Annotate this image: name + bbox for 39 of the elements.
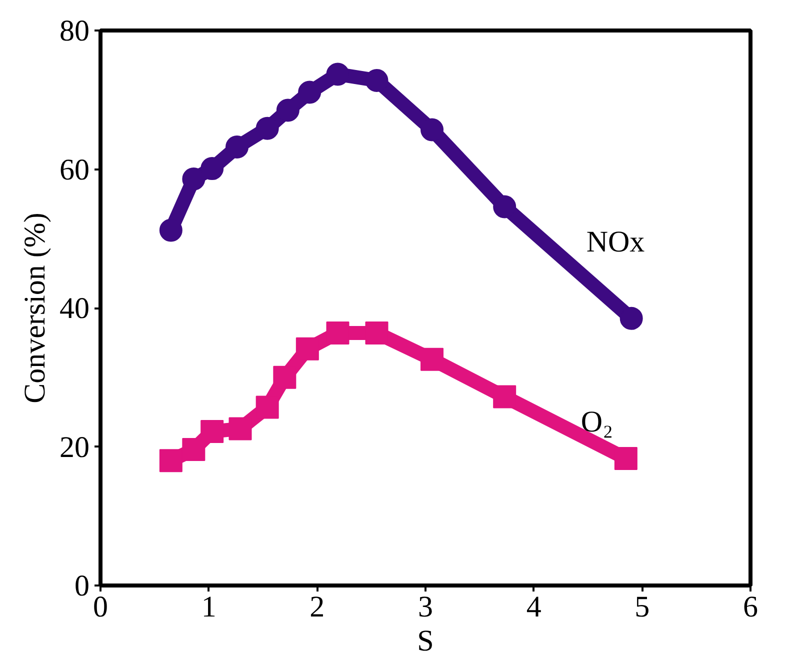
y-tick-label: 0 <box>74 570 90 602</box>
point <box>256 116 279 140</box>
point <box>159 449 182 472</box>
y-tick-label: 20 <box>60 430 90 464</box>
point <box>226 136 248 159</box>
series-label: O₂ <box>580 406 614 439</box>
point <box>365 321 388 344</box>
x-tick-label: 4 <box>526 590 542 624</box>
point <box>276 98 300 122</box>
point <box>493 195 516 218</box>
point <box>273 366 296 389</box>
y-axis-title: Conversion (%) <box>18 212 52 404</box>
x-axis-title: S <box>417 624 434 658</box>
point <box>493 385 516 408</box>
point <box>159 218 182 242</box>
x-tick-label: 6 <box>743 590 758 624</box>
point <box>326 321 350 344</box>
y-tick-label: 40 <box>60 292 90 325</box>
point <box>296 337 319 360</box>
series-label: NOx <box>586 225 645 258</box>
point <box>200 420 224 443</box>
y-tick-label: 80 <box>60 14 90 48</box>
x-tick-label: 2 <box>310 590 325 624</box>
point <box>200 157 224 180</box>
x-tick-label: 5 <box>634 590 650 624</box>
point <box>620 306 643 330</box>
x-tick-label: 3 <box>418 590 433 624</box>
point <box>182 167 206 190</box>
point <box>420 118 444 142</box>
point <box>420 348 444 371</box>
point <box>182 438 206 462</box>
x-tick-label: 1 <box>201 590 216 624</box>
point <box>298 80 322 104</box>
point <box>228 417 252 440</box>
point <box>326 62 350 86</box>
y-tick-label: 60 <box>60 153 90 186</box>
point <box>614 447 638 470</box>
point <box>256 396 279 419</box>
point <box>365 68 388 92</box>
